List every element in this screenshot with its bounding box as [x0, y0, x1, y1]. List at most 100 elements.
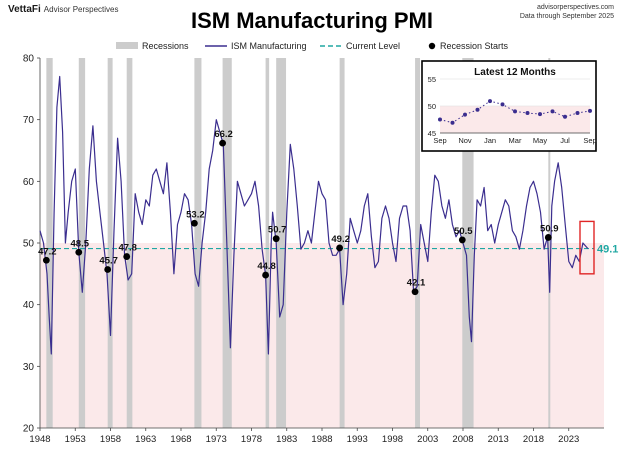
recession-start-point — [190, 219, 198, 227]
x-tick-label: 1948 — [29, 434, 50, 445]
recession-start-label: 47.8 — [118, 243, 137, 254]
x-tick-label: 2008 — [452, 434, 473, 445]
legend-ism-label: ISM Manufacturing — [231, 41, 307, 51]
x-tick-label: 1998 — [382, 434, 403, 445]
inset-point — [450, 120, 455, 125]
recession-start-label: 53.2 — [186, 209, 205, 220]
inset-point — [488, 99, 492, 104]
recession-start-point — [411, 288, 419, 296]
x-tick-label: 2018 — [523, 434, 544, 445]
latest-readings-highlight — [579, 220, 595, 275]
inset-point — [513, 109, 517, 114]
recession-start-point — [123, 253, 131, 260]
legend-recession-start-swatch — [428, 42, 436, 50]
legend-recessions-swatch — [116, 42, 138, 49]
recession-bar — [265, 58, 270, 428]
y-tick-label: 80 — [23, 54, 35, 65]
inset-x-tick-label: Sep — [583, 136, 596, 145]
inset-point — [475, 107, 480, 112]
legend-recessions-label: Recessions — [142, 41, 189, 51]
inset-x-tick-label: Sep — [433, 136, 446, 145]
ism-manufacturing-line — [39, 75, 589, 355]
inset-y-tick-label: 50 — [428, 102, 436, 111]
recession-bar — [276, 58, 287, 428]
recession-start-point — [42, 256, 50, 264]
recession-bar — [78, 58, 86, 428]
legend-current-label: Current Level — [346, 41, 400, 51]
recession-start-point — [219, 139, 226, 147]
y-tick-label: 70 — [23, 115, 35, 126]
y-tick-label: 60 — [23, 177, 35, 188]
recession-start-point — [272, 235, 280, 243]
y-tick-label: 50 — [23, 239, 35, 250]
x-tick-label: 2023 — [558, 434, 579, 445]
inset-point — [588, 108, 592, 113]
inset-x-tick-label: Nov — [458, 136, 472, 145]
inset-point — [463, 112, 467, 117]
y-tick-label: 20 — [23, 424, 35, 435]
recession-bar — [107, 58, 113, 428]
inset-y-tick-label: 55 — [428, 75, 436, 84]
recession-start-label: 42.1 — [407, 278, 426, 289]
recession-start-label: 45.7 — [99, 256, 118, 267]
recession-bar — [46, 58, 53, 428]
logo-brand: VettaFi — [8, 4, 41, 15]
x-tick-label: 1988 — [311, 434, 332, 445]
chart-title: ISM Manufacturing PMI — [191, 8, 433, 33]
recession-bar — [415, 58, 420, 428]
x-tick-label: 1963 — [135, 434, 156, 445]
recession-start-label: 50.9 — [540, 223, 559, 234]
source-note: advisorperspectives.com Data through Sep… — [520, 3, 614, 21]
inset-title: Latest 12 Months — [474, 67, 556, 78]
x-tick-label: 2003 — [417, 434, 438, 445]
legend-recession-start-label: Recession Starts — [440, 41, 509, 51]
recession-start-point — [458, 236, 466, 244]
x-tick-label: 1953 — [65, 434, 86, 445]
recession-bar — [194, 58, 202, 428]
recession-start-point — [75, 248, 83, 256]
y-tick-label: 40 — [23, 300, 35, 311]
recession-bar — [548, 58, 551, 428]
recession-start-label: 50.5 — [454, 226, 473, 237]
contraction-shading — [40, 243, 604, 428]
inset-point — [438, 117, 442, 122]
recession-start-label: 50.7 — [268, 225, 287, 236]
inset-x-tick-label: Mar — [509, 136, 522, 145]
inset-point — [575, 111, 580, 116]
recession-start-label: 44.8 — [257, 261, 276, 272]
recession-start-label: 49.2 — [331, 234, 350, 245]
inset-point — [500, 102, 505, 107]
source-date: Data through September 2025 — [519, 13, 614, 20]
source-site: advisorperspectives.com — [536, 4, 614, 11]
x-tick-label: 1973 — [206, 434, 227, 445]
x-tick-label: 2013 — [488, 434, 509, 445]
recession-start-point — [104, 266, 112, 273]
inset-x-tick-label: May — [533, 136, 547, 145]
inset-point — [525, 111, 530, 116]
recession-start-point — [262, 271, 269, 279]
x-tick-label: 1968 — [170, 434, 191, 445]
inset-x-tick-label: Jul — [560, 136, 570, 145]
inset-point — [538, 112, 542, 117]
y-tick-label: 30 — [23, 362, 35, 373]
recession-bar — [126, 58, 133, 428]
inset-y-tick-label: 45 — [428, 129, 436, 138]
inset-x-tick-label: Jan — [484, 136, 496, 145]
x-tick-label: 1993 — [347, 434, 368, 445]
inset-point — [550, 109, 555, 114]
x-tick-label: 1978 — [241, 434, 262, 445]
vettafi-logo: VettaFi Advisor Perspectives — [8, 4, 119, 15]
x-tick-label: 1958 — [100, 434, 121, 445]
recession-bar — [462, 58, 474, 428]
recession-start-point — [544, 234, 552, 241]
current-level-label: 49.1 — [597, 244, 618, 256]
recession-bar — [339, 58, 345, 428]
logo-sub: Advisor Perspectives — [43, 5, 119, 14]
inset-point — [563, 114, 567, 119]
inset-latest-12-months: Latest 12 Months 45 50 55 Sep Nov Jan Mar May Jul… — [421, 60, 597, 152]
recession-start-label: 48.5 — [71, 238, 90, 249]
recession-start-point — [336, 244, 344, 252]
x-tick-label: 1983 — [276, 434, 297, 445]
recession-start-label: 47.2 — [38, 246, 57, 257]
